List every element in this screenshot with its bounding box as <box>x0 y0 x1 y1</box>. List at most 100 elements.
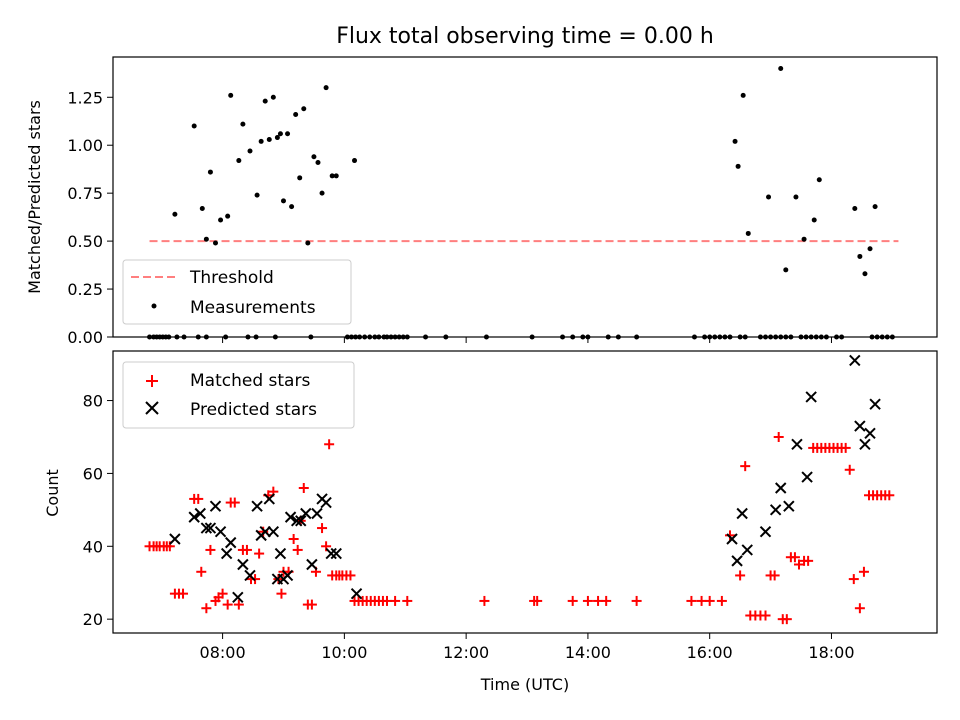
predicted-star-point <box>859 438 871 450</box>
predicted-star-point <box>775 482 787 494</box>
measurement-point <box>280 198 286 204</box>
matched-star-point <box>840 442 851 453</box>
matched-star-point <box>479 595 490 606</box>
predicted-star-stroke <box>251 500 263 512</box>
predicted-star-point <box>350 587 363 600</box>
top-y-tick-label: 0.00 <box>67 328 103 347</box>
x-tick-label: 10:00 <box>321 643 367 662</box>
predicted-star-stroke <box>759 526 772 538</box>
predicted-star-point <box>290 515 303 527</box>
matched-star-point <box>884 490 895 501</box>
top-y-tick-label: 1.00 <box>67 136 103 155</box>
legend-measurements-swatch <box>151 303 157 309</box>
measurement-point <box>228 92 234 98</box>
matched-star-point <box>345 570 356 581</box>
predicted-star-point <box>864 427 876 440</box>
matched-star-point <box>704 595 715 606</box>
predicted-star-point <box>311 507 323 520</box>
x-tick-label: 18:00 <box>808 643 854 662</box>
measurement-point <box>212 240 218 246</box>
legend-predicted-swatch <box>145 401 159 415</box>
predicted-star-point <box>741 544 753 556</box>
predicted-star-point <box>274 547 287 560</box>
predicted-star-stroke <box>263 493 275 505</box>
predicted-star-stroke <box>204 522 217 534</box>
measurement-point <box>301 106 307 112</box>
predicted-star-point <box>791 438 803 450</box>
matched-star-point <box>205 544 216 555</box>
predicted-star-point <box>849 354 861 367</box>
predicted-star-stroke <box>300 507 312 520</box>
measurement-point <box>172 211 178 217</box>
matched-star-point <box>324 439 335 450</box>
predicted-star-point <box>736 507 748 520</box>
matched-star-point <box>229 497 240 508</box>
predicted-star-point <box>759 526 772 538</box>
bottom-legend-box <box>122 361 355 429</box>
matched-star-point <box>201 603 212 614</box>
measurement-point <box>225 213 231 219</box>
predicted-star-point <box>225 536 237 549</box>
matched-star-point <box>241 544 252 555</box>
predicted-star-stroke <box>188 511 200 523</box>
predicted-star-point <box>200 522 213 534</box>
predicted-star-point <box>869 398 881 410</box>
measurement-point <box>778 66 784 72</box>
measurement-point <box>329 173 335 179</box>
measurement-point <box>857 253 863 259</box>
top-legend-box <box>122 259 352 325</box>
predicted-star-stroke <box>209 500 222 512</box>
predicted-star-point <box>854 420 866 432</box>
predicted-star-point <box>801 471 813 483</box>
predicted-star-stroke <box>775 482 787 494</box>
measurement-point <box>258 138 264 144</box>
matched-star-point <box>193 493 204 504</box>
predicted-star-point <box>306 558 318 571</box>
predicted-star-stroke <box>859 438 871 450</box>
predicted-star-point <box>237 558 249 571</box>
measurement-point <box>867 246 873 252</box>
measurement-point <box>311 154 317 160</box>
measurement-point <box>293 112 299 118</box>
predicted-star-point <box>295 515 307 527</box>
predicted-star-point <box>731 555 743 567</box>
x-axis-label: Time (UTC) <box>480 675 569 694</box>
matched-star-point <box>317 523 328 534</box>
matched-star-point <box>793 559 804 570</box>
predicted-star-stroke <box>801 471 813 483</box>
matched-star-point <box>306 599 317 610</box>
measurement-point <box>297 175 303 181</box>
matched-star-point <box>233 599 244 610</box>
predicted-star-stroke <box>854 420 866 432</box>
measurement-point <box>732 138 738 144</box>
measurement-point <box>323 85 329 91</box>
top-panel: Flux total observing time = 0.00 h Match… <box>25 24 938 340</box>
predicted-star-stroke <box>864 427 876 440</box>
predicted-star-point <box>220 547 233 560</box>
matched-star-point <box>196 566 207 577</box>
predicted-star-stroke <box>274 547 287 560</box>
bottom-y-tick-label: 60 <box>83 464 103 483</box>
predicted-star-point <box>284 511 297 523</box>
predicted-star-stroke <box>306 558 318 571</box>
measurement-point <box>793 194 799 200</box>
matched-star-point <box>292 544 303 555</box>
matched-star-point <box>760 610 771 621</box>
measurement-point <box>254 192 260 198</box>
bottom-y-tick-label: 80 <box>83 392 103 411</box>
predicted-star-point <box>251 500 263 512</box>
measurement-point <box>270 94 276 100</box>
predicted-star-stroke <box>284 511 297 523</box>
chart-title: Flux total observing time = 0.00 h <box>336 24 714 49</box>
predicted-star-stroke <box>783 500 795 512</box>
bottom-y-tick-label: 20 <box>83 610 103 629</box>
bottom-plot-area <box>144 354 895 625</box>
x-tick-label: 12:00 <box>443 643 489 662</box>
matched-star-point <box>803 555 814 566</box>
top-plot-frame <box>112 56 938 338</box>
predicted-star-point <box>325 547 337 560</box>
predicted-star-stroke <box>320 496 332 509</box>
measurement-point <box>735 163 741 169</box>
predicted-star-point <box>267 526 280 538</box>
